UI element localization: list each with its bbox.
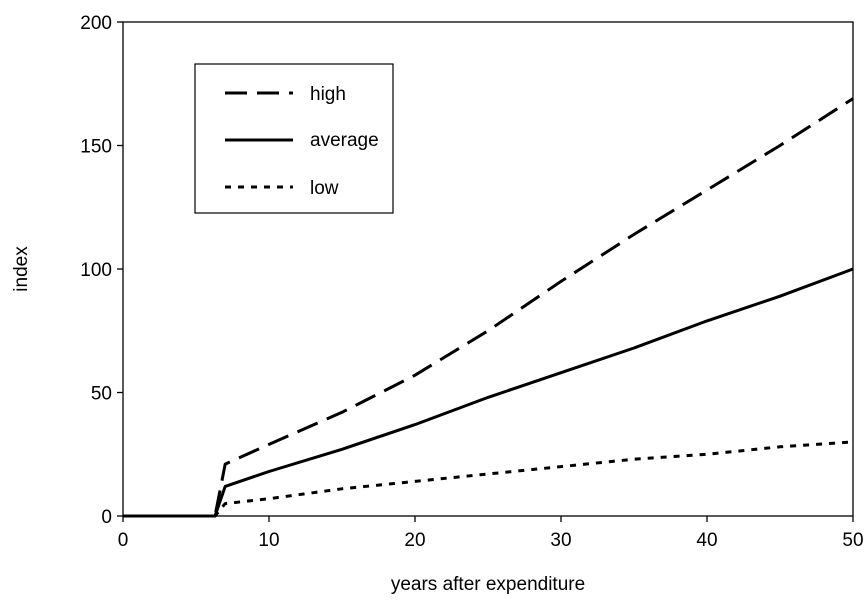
x-tick-label: 0	[118, 530, 129, 551]
y-tick-label: 0	[101, 507, 112, 528]
x-axis-title: years after expenditure	[391, 574, 585, 595]
y-tick-label: 100	[80, 260, 112, 281]
x-tick-label: 30	[550, 530, 571, 551]
x-tick-label: 50	[842, 530, 863, 551]
legend-label-average: average	[310, 130, 379, 151]
x-tick-label: 10	[258, 530, 279, 551]
x-axis: 0 10 20 30 40 50	[118, 516, 864, 551]
y-axis: 0 50 100 150 200	[80, 13, 123, 528]
y-axis-title: index	[11, 246, 32, 292]
x-tick-label: 40	[696, 530, 717, 551]
y-tick-label: 50	[91, 384, 112, 405]
y-tick-label: 200	[80, 13, 112, 34]
x-tick-label: 20	[404, 530, 425, 551]
legend: high average low	[194, 63, 394, 214]
series-line-high	[123, 97, 854, 518]
legend-label-high: high	[310, 84, 346, 105]
series-layer	[123, 97, 854, 518]
y-tick-label: 150	[80, 137, 112, 158]
series-line-low	[123, 440, 854, 518]
legend-label-low: low	[310, 178, 339, 199]
